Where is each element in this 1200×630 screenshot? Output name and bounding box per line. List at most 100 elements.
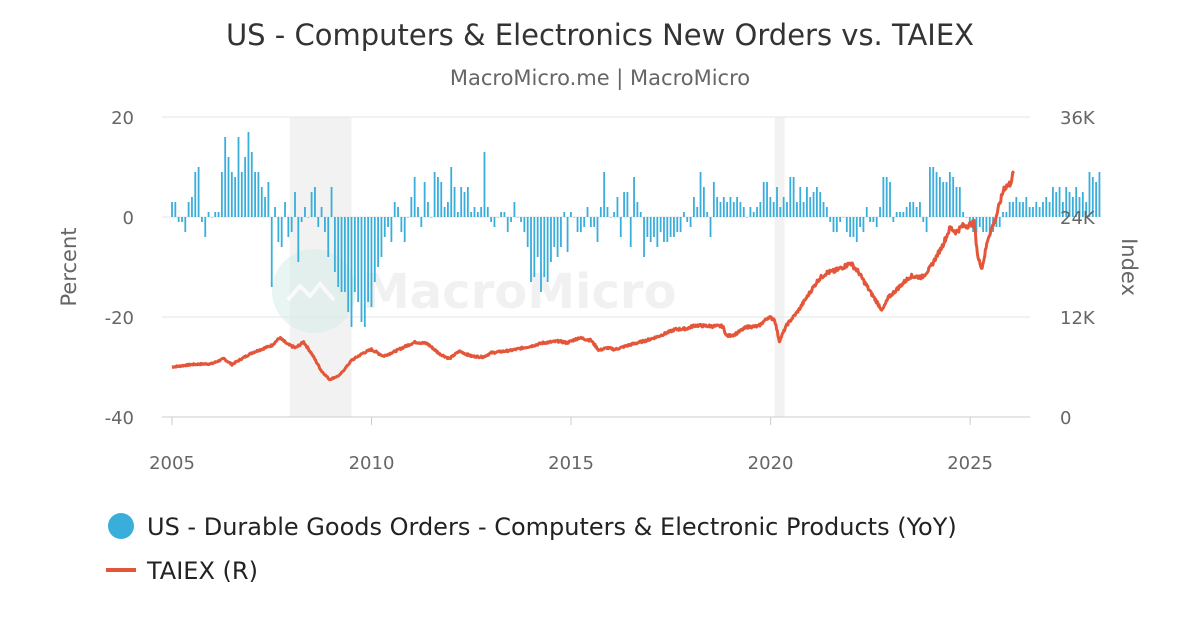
- bar: [579, 217, 582, 232]
- bar: [503, 212, 506, 217]
- y-right-tick-label: 12K: [1060, 308, 1096, 329]
- y-left-ticks: 20 0 -20 -40: [105, 108, 134, 429]
- bar: [779, 207, 782, 217]
- bar: [473, 207, 476, 217]
- bar: [367, 217, 370, 302]
- bar: [450, 167, 453, 217]
- bar: [929, 167, 931, 217]
- bar: [676, 217, 679, 232]
- bar: [1038, 207, 1041, 217]
- bar: [540, 217, 542, 292]
- bar: [523, 217, 526, 232]
- y-left-tick-label: 0: [123, 208, 134, 229]
- bar: [1085, 202, 1088, 217]
- bar: [576, 217, 579, 232]
- bar: [417, 207, 419, 217]
- bar: [270, 217, 273, 287]
- bar: [772, 202, 775, 217]
- bar: [932, 167, 935, 217]
- bar: [586, 207, 589, 217]
- bar: [420, 217, 423, 227]
- bar: [722, 197, 725, 217]
- bar: [397, 207, 399, 217]
- bar: [683, 212, 685, 217]
- bar: [1032, 207, 1034, 217]
- bar: [869, 217, 871, 222]
- bar: [603, 172, 606, 217]
- bar: [1075, 187, 1078, 217]
- bar: [835, 217, 838, 232]
- bar: [550, 217, 552, 262]
- bar: [609, 217, 612, 218]
- bar: [553, 217, 556, 247]
- bar: [643, 217, 645, 257]
- y-left-tick-label: -20: [105, 308, 134, 329]
- bar: [1005, 212, 1008, 217]
- bar: [872, 217, 875, 222]
- bar: [709, 217, 712, 237]
- bar: [427, 202, 429, 217]
- bar: [925, 217, 928, 232]
- bar: [686, 217, 689, 222]
- bar: [965, 217, 968, 218]
- bar: [496, 217, 499, 218]
- bar: [277, 217, 280, 242]
- bar: [792, 177, 795, 217]
- bar: [214, 212, 217, 217]
- bar: [506, 217, 509, 232]
- bar: [393, 202, 396, 217]
- bar: [958, 187, 961, 217]
- bar: [849, 217, 852, 237]
- bar: [274, 207, 276, 217]
- bar: [955, 187, 958, 217]
- bar: [962, 212, 965, 217]
- legend-circle-icon: [108, 513, 134, 539]
- bar: [822, 202, 825, 217]
- bar: [968, 217, 971, 222]
- bar: [882, 177, 885, 217]
- bar: [566, 217, 569, 252]
- bar: [653, 217, 655, 237]
- legend-item-durable-goods[interactable]: US - Durable Goods Orders - Computers & …: [108, 513, 957, 541]
- bar: [480, 207, 483, 217]
- bar: [909, 202, 911, 217]
- bar: [333, 217, 336, 272]
- legend-item-taiex[interactable]: TAIEX (R): [106, 557, 258, 585]
- bar: [782, 197, 785, 217]
- bar: [673, 217, 675, 237]
- y-left-tick-label: -40: [105, 408, 134, 429]
- bar: [1008, 202, 1011, 217]
- bar: [407, 217, 409, 218]
- bar: [829, 217, 832, 222]
- bar: [769, 197, 772, 217]
- bar: [224, 137, 227, 217]
- bar: [350, 217, 353, 327]
- bar: [736, 197, 739, 217]
- bar: [802, 202, 805, 217]
- bar: [809, 197, 812, 217]
- bar: [859, 217, 862, 227]
- bar: [1012, 202, 1014, 217]
- bar: [892, 217, 895, 222]
- bar: [463, 192, 466, 217]
- bar: [819, 192, 822, 217]
- legend: US - Durable Goods Orders - Computers & …: [106, 513, 957, 585]
- bar: [390, 217, 393, 242]
- y-right-tick-label: 0: [1060, 408, 1071, 429]
- bar: [786, 202, 788, 217]
- bar: [1002, 212, 1004, 217]
- bar: [563, 212, 566, 217]
- bar: [536, 217, 539, 257]
- bar: [486, 207, 489, 217]
- bar: [1035, 202, 1038, 217]
- bar: [935, 172, 938, 217]
- bar: [516, 217, 519, 218]
- bar: [1015, 197, 1018, 217]
- bar: [174, 202, 177, 217]
- bar: [613, 212, 616, 217]
- bar: [1048, 202, 1051, 217]
- bar: [327, 217, 330, 257]
- bar: [466, 187, 469, 217]
- bar: [423, 182, 426, 217]
- x-tick-label: 2015: [548, 453, 594, 474]
